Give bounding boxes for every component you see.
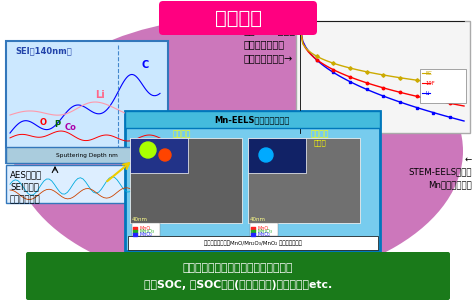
Text: 拡散NMRによる
電解液のイオン
拡散プロット　→: 拡散NMRによる 電解液のイオン 拡散プロット →	[244, 25, 296, 63]
FancyBboxPatch shape	[132, 223, 160, 236]
Text: O: O	[40, 118, 47, 127]
Text: Mn-EELSマッピング結果: Mn-EELSマッピング結果	[214, 115, 290, 125]
Text: 物理解析: 物理解析	[215, 8, 262, 28]
Text: AESによる
SEI被膜の
元素分布評価: AESによる SEI被膜の 元素分布評価	[10, 170, 42, 204]
FancyBboxPatch shape	[125, 111, 380, 251]
Text: Li: Li	[95, 90, 105, 100]
FancyBboxPatch shape	[248, 138, 306, 173]
Text: ・劣化の原因調査　・変化点の見極め: ・劣化の原因調査 ・変化点の見極め	[183, 263, 293, 273]
Text: Mn₂O₃: Mn₂O₃	[257, 229, 272, 234]
Text: MnO: MnO	[139, 225, 150, 231]
Text: Li: Li	[425, 91, 429, 96]
Text: 充電状態: 充電状態	[311, 129, 329, 138]
Text: 19F: 19F	[425, 81, 435, 86]
Text: ←
STEM-EELSによる
Mn化学状態解析: ← STEM-EELSによる Mn化学状態解析	[408, 155, 472, 189]
Text: 劣化前: 劣化前	[176, 139, 189, 146]
FancyBboxPatch shape	[128, 236, 378, 250]
Text: P: P	[54, 120, 60, 129]
FancyBboxPatch shape	[250, 223, 278, 236]
Text: ・低SOC, 高SOCでの(活物質等の)状態解析　etc.: ・低SOC, 高SOCでの(活物質等の)状態解析 etc.	[144, 280, 332, 290]
FancyBboxPatch shape	[26, 252, 450, 300]
Text: 40nm: 40nm	[132, 217, 148, 222]
Text: MnO: MnO	[257, 225, 268, 231]
Circle shape	[259, 148, 273, 162]
Ellipse shape	[13, 17, 463, 285]
Text: Sputtering Depth nm: Sputtering Depth nm	[56, 154, 118, 158]
Text: 40nm: 40nm	[250, 217, 266, 222]
Text: Co: Co	[65, 123, 77, 132]
FancyBboxPatch shape	[6, 41, 168, 163]
Text: C: C	[142, 60, 149, 70]
Text: 活物質最表面は、MnO/Mn₂O₃/MnO₂ となっていた。: 活物質最表面は、MnO/Mn₂O₃/MnO₂ となっていた。	[204, 240, 302, 246]
Text: MnO₂: MnO₂	[139, 232, 152, 237]
Text: 放電状態: 放電状態	[173, 129, 191, 138]
Text: MnO₂: MnO₂	[257, 232, 270, 237]
FancyBboxPatch shape	[6, 147, 168, 163]
FancyBboxPatch shape	[6, 165, 168, 203]
FancyBboxPatch shape	[130, 138, 242, 223]
FancyBboxPatch shape	[130, 138, 188, 173]
Text: SEI（140nm）: SEI（140nm）	[15, 46, 72, 55]
Text: 劣化材: 劣化材	[314, 139, 326, 146]
FancyBboxPatch shape	[125, 111, 380, 128]
FancyBboxPatch shape	[420, 69, 466, 103]
FancyBboxPatch shape	[159, 1, 317, 35]
Text: Mn₂O₃: Mn₂O₃	[139, 229, 154, 234]
FancyBboxPatch shape	[296, 21, 470, 133]
Circle shape	[159, 149, 171, 161]
Circle shape	[140, 142, 156, 158]
FancyBboxPatch shape	[248, 138, 360, 223]
Text: EC: EC	[425, 71, 432, 76]
